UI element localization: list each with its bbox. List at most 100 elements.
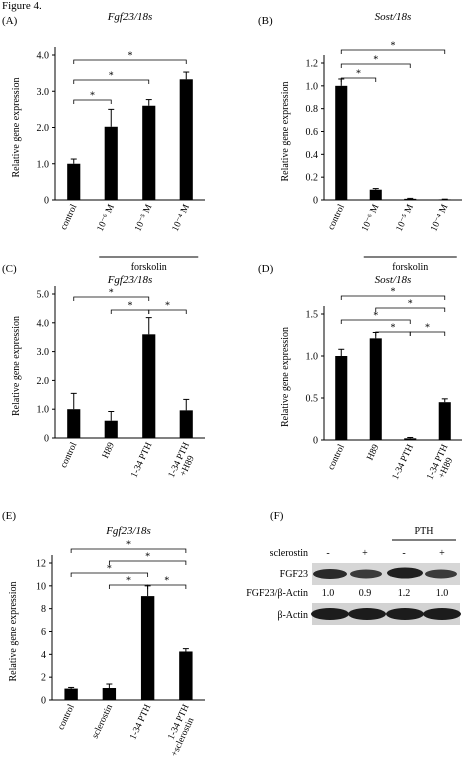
panel-label: (D)	[258, 263, 274, 275]
significance-bracket	[73, 99, 112, 104]
significance-bracket	[70, 548, 187, 553]
panel-label: (E)	[2, 510, 16, 522]
category-label: 1-34 PTH	[391, 443, 416, 482]
blot-fgf23-label: FGF23	[280, 569, 308, 580]
category-label: 10⁻⁵ M	[133, 203, 154, 234]
blot-ratio-value: 1.0	[436, 588, 449, 599]
chart-title: Fgf23/18s	[105, 525, 151, 537]
blot-ratio-value: 0.9	[359, 588, 372, 599]
y-tick-label: 1.0	[37, 159, 50, 170]
category-label-line: 10⁻⁶ M	[360, 203, 381, 234]
blot-ratio-value: 1.0	[322, 588, 335, 599]
chart-panel-b: (B) Sost/18s 0 0.2 0.4 0.6 0.8 1.0 1.2 Relative g…	[258, 11, 462, 273]
significance-star: *	[391, 41, 396, 52]
y-tick-label: 0	[44, 434, 49, 445]
chart-panel-d: (D) Sost/18s 0 0.5 1.0 1.5 Relative gene expre…	[258, 263, 462, 482]
y-tick-label: 4	[41, 650, 46, 661]
significance-star: *	[373, 311, 378, 322]
figure-title: Figure 4.	[2, 0, 42, 12]
significance-star: *	[109, 288, 114, 299]
significance-star: *	[165, 301, 170, 312]
significance-bracket	[340, 49, 446, 54]
chart-title: Fgf23/18s	[107, 11, 153, 23]
y-tick-label: 1.5	[306, 310, 319, 321]
blot-ratio-value: 1.2	[398, 588, 411, 599]
significance-bracket	[340, 77, 377, 82]
y-tick-label: 4.0	[37, 51, 50, 62]
y-tick-label: 3.0	[37, 347, 50, 358]
y-tick-label: 1.0	[306, 81, 319, 92]
category-label-line: 10⁻⁶ M	[96, 203, 117, 234]
category-label: control	[59, 203, 80, 232]
y-tick-label: 1.0	[306, 352, 319, 363]
category-label-line: 10⁻⁴ M	[171, 203, 192, 234]
bar	[179, 410, 193, 438]
actin-blot-image	[311, 603, 461, 625]
significance-star: *	[391, 287, 396, 298]
y-axis-label: Relative gene expression	[11, 316, 22, 416]
bar	[179, 79, 193, 200]
blot-sclerostin-value: -	[402, 548, 405, 559]
significance-star: *	[145, 552, 150, 563]
blot-sclerostin-value: +	[362, 548, 368, 559]
significance-bracket	[147, 584, 187, 589]
y-tick-label: 0	[44, 196, 49, 207]
group-label: forskolin	[131, 262, 167, 273]
blot-actin-label: β-Actin	[277, 610, 308, 621]
panel-label: (A)	[2, 15, 18, 27]
significance-bracket	[340, 319, 411, 324]
y-tick-label: 10	[36, 581, 46, 592]
category-label: 10⁻⁶ M	[360, 203, 381, 234]
significance-star: *	[425, 323, 430, 334]
y-tick-label: 1.2	[306, 59, 319, 70]
chart-title: Fgf23/18s	[107, 274, 153, 286]
blot-sclerostin-label: sclerostin	[270, 548, 308, 559]
significance-star: *	[90, 91, 95, 102]
category-label: 1-34 PTH	[129, 441, 154, 480]
bar	[335, 356, 348, 440]
category-label-line: 10⁻⁵ M	[133, 203, 154, 234]
group-label: forskolin	[392, 262, 428, 273]
y-tick-label: 0	[41, 696, 46, 707]
y-tick-label: 0	[313, 436, 318, 447]
category-label: control	[327, 443, 348, 472]
y-tick-label: 3.0	[37, 87, 50, 98]
category-label: 10⁻⁵ M	[395, 203, 416, 234]
blot-panel-f: (F) PTH sclerostin - + - + FGF23 FGF23/β…	[246, 510, 461, 625]
bar	[104, 126, 118, 200]
significance-star: *	[126, 540, 131, 551]
category-label: 10⁻⁶ M	[96, 203, 117, 234]
panel-label: (B)	[258, 15, 273, 27]
category-label-line: sclerostin	[91, 703, 116, 740]
bar	[142, 105, 156, 200]
category-label: 10⁻⁴ M	[429, 203, 450, 234]
fgf23-blot-image	[312, 563, 460, 585]
significance-bracket	[73, 79, 150, 84]
bar	[438, 199, 451, 201]
category-label: H89	[101, 441, 117, 460]
category-label-line: control	[59, 441, 80, 470]
significance-bracket	[148, 309, 187, 314]
category-label: 1-34 PTH+H89	[167, 441, 201, 484]
blot-sclerostin-value: -	[326, 548, 329, 559]
category-label: control	[56, 703, 77, 732]
y-axis-label: Relative gene expression	[280, 327, 291, 427]
significance-bracket	[108, 560, 187, 565]
y-axis-label: Relative gene expression	[11, 78, 22, 178]
significance-star: *	[128, 301, 133, 312]
chart-panel-a: (A) Fgf23/18s 0 1.0 2.0 3.0 4.0 Relative gene e…	[2, 11, 205, 273]
category-label-line: 10⁻⁵ M	[395, 203, 416, 234]
significance-star: *	[107, 564, 112, 575]
y-tick-label: 1.0	[37, 405, 50, 416]
category-label-line: H89	[365, 443, 381, 462]
category-label: H89	[365, 443, 381, 462]
y-tick-label: 0.5	[306, 394, 319, 405]
bar	[142, 334, 156, 438]
bar	[67, 409, 81, 438]
y-tick-label: 8	[41, 604, 46, 615]
y-axis-label: Relative gene expression	[8, 582, 19, 682]
significance-bracket	[70, 572, 149, 577]
significance-star: *	[109, 71, 114, 82]
y-tick-label: 2.0	[37, 376, 50, 387]
